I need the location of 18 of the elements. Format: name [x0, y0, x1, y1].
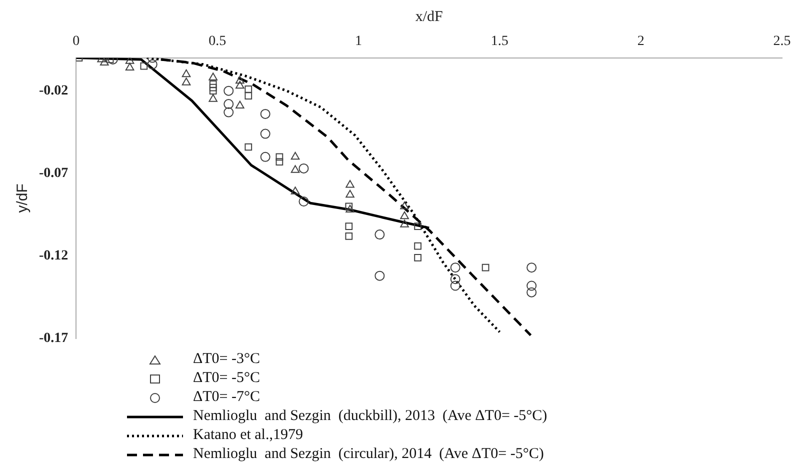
- y-tick-label: -0.07: [38, 166, 68, 182]
- legend-label: ΔT0= -7°C: [193, 389, 260, 406]
- y-tick-label: -0.17: [38, 331, 68, 346]
- legend-label: ΔT0= -3°C: [193, 351, 260, 368]
- x-tick-label: 1.5: [490, 34, 508, 50]
- x-tick-label: 2: [637, 34, 644, 50]
- legend-label: Katano et al.,1979: [193, 427, 303, 444]
- x-tick-label: 1: [354, 34, 362, 50]
- y-tick-label: -0.02: [38, 83, 68, 98]
- x-tick-label: 0.5: [208, 34, 226, 50]
- legend-label: Nemlioglu and Sezgin (circular), 2014 (Ave ΔT0= -5°C): [193, 446, 544, 463]
- y-axis-title: y/dF: [14, 184, 32, 213]
- legend-label: Nemlioglu and Sezgin (duckbill), 2013 (Ave ΔT0= -5°C): [193, 408, 548, 425]
- x-tick-label: 0: [72, 34, 80, 50]
- legend-label: ΔT0= -5°C: [193, 370, 260, 387]
- x-tick-label: 2.5: [773, 34, 791, 50]
- x-axis-title: x/dF: [415, 8, 443, 25]
- y-tick-label: -0.12: [38, 248, 68, 264]
